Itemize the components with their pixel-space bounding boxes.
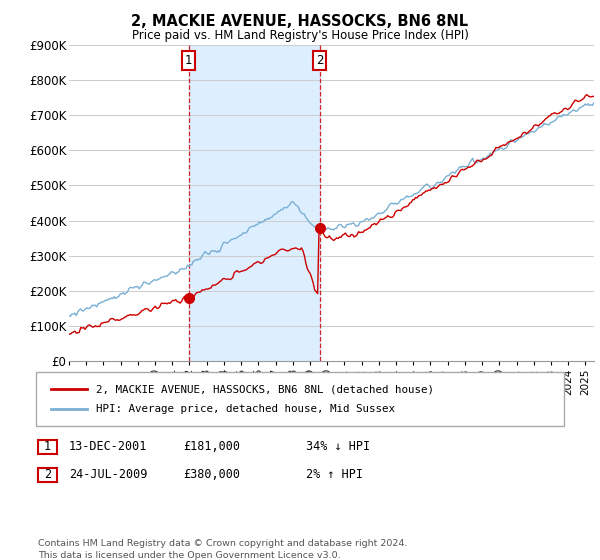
Text: Contains HM Land Registry data © Crown copyright and database right 2024.
This d: Contains HM Land Registry data © Crown c…	[38, 539, 407, 560]
Text: 2% ↑ HPI: 2% ↑ HPI	[306, 468, 363, 482]
Text: 2, MACKIE AVENUE, HASSOCKS, BN6 8NL (detached house): 2, MACKIE AVENUE, HASSOCKS, BN6 8NL (det…	[96, 384, 434, 394]
Text: 24-JUL-2009: 24-JUL-2009	[69, 468, 148, 482]
Text: HPI: Average price, detached house, Mid Sussex: HPI: Average price, detached house, Mid …	[96, 404, 395, 414]
Text: £181,000: £181,000	[183, 440, 240, 454]
Text: Price paid vs. HM Land Registry's House Price Index (HPI): Price paid vs. HM Land Registry's House …	[131, 29, 469, 42]
Text: 2, MACKIE AVENUE, HASSOCKS, BN6 8NL: 2, MACKIE AVENUE, HASSOCKS, BN6 8NL	[131, 14, 469, 29]
Text: 2: 2	[44, 468, 51, 482]
Text: 1: 1	[44, 440, 51, 454]
Text: 34% ↓ HPI: 34% ↓ HPI	[306, 440, 370, 454]
Text: £380,000: £380,000	[183, 468, 240, 482]
Text: 2: 2	[316, 54, 323, 67]
Bar	[188, 45, 320, 361]
Text: 1: 1	[185, 54, 193, 67]
Text: 13-DEC-2001: 13-DEC-2001	[69, 440, 148, 454]
